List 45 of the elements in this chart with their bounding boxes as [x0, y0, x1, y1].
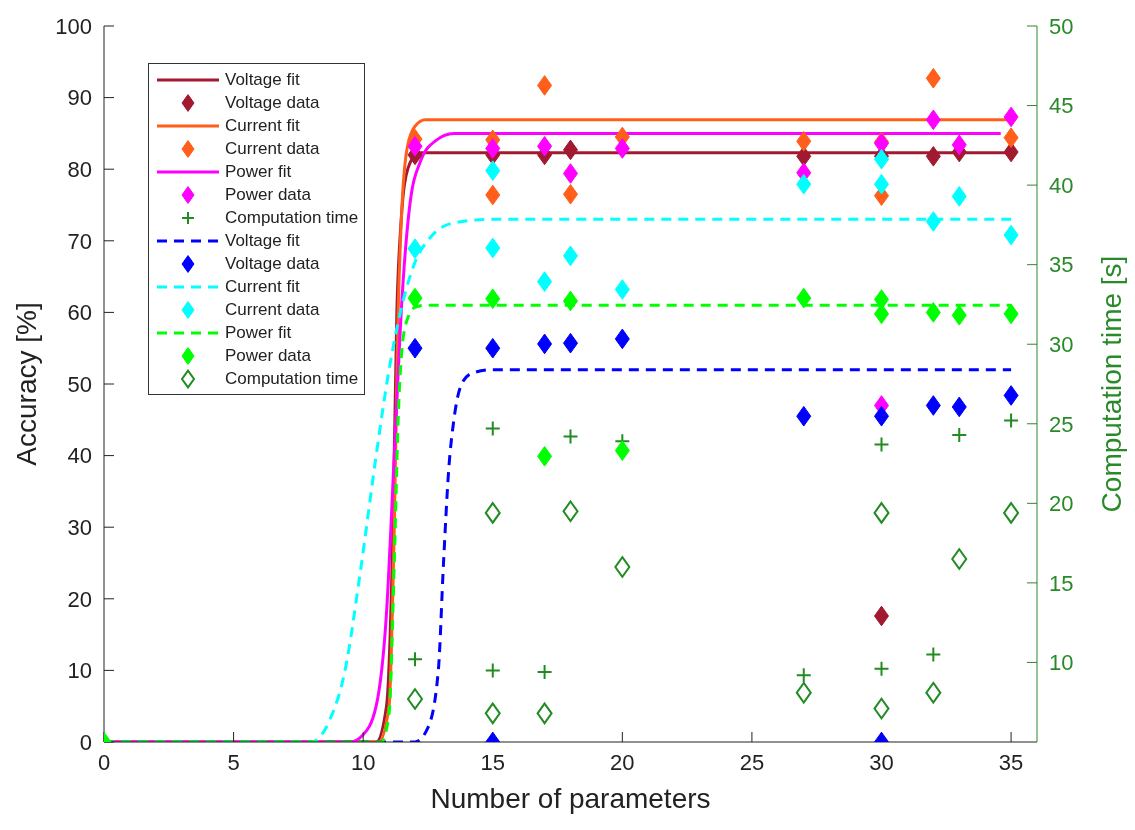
y-axis-title: Accuracy [%]: [10, 302, 42, 466]
y2-tick-label: 10: [1049, 650, 1074, 676]
legend-label: Voltage data: [225, 92, 320, 113]
y2-axis-title: Computation time [s]: [1095, 255, 1127, 513]
x-tick-label: 35: [998, 749, 1024, 775]
x-tick-label: 10: [350, 749, 376, 775]
y2-tick-label: 50: [1049, 13, 1074, 39]
x-tick-label: 30: [869, 749, 894, 775]
y-tick-label: 0: [79, 729, 92, 755]
legend-label: Voltage fit: [225, 230, 300, 251]
y-tick-label: 10: [67, 658, 92, 684]
legend-label: Computation time: [225, 207, 359, 228]
y2-tick-label: 45: [1049, 93, 1074, 119]
x-axis-title: Number of parameters: [430, 783, 711, 814]
y-tick-label: 50: [67, 371, 92, 397]
y-tick-label: 70: [67, 228, 92, 254]
x-tick-label: 25: [739, 749, 765, 775]
x-tick-label: 15: [480, 749, 505, 775]
legend-label: Current data: [225, 299, 320, 320]
legend-label: Voltage fit: [225, 69, 300, 90]
legend-label: Power data: [225, 345, 311, 366]
y-tick-label: 40: [67, 443, 92, 469]
legend-label: Power fit: [225, 322, 292, 343]
y2-tick-label: 20: [1049, 491, 1074, 517]
legend-label: Current fit: [225, 115, 300, 136]
y2-tick-label: 35: [1049, 252, 1074, 278]
x-tick-label: 0: [97, 749, 111, 775]
y-tick-label: 60: [67, 300, 92, 326]
legend-label: Current fit: [225, 276, 300, 297]
y-tick-label: 90: [67, 85, 92, 111]
y-tick-label: 30: [67, 515, 92, 541]
y2-tick-label: 25: [1049, 411, 1074, 437]
y2-tick-label: 40: [1049, 172, 1074, 198]
y-tick-label: 80: [67, 157, 92, 183]
y2-tick-label: 15: [1049, 570, 1074, 596]
legend-label: Power data: [225, 184, 311, 205]
y2-tick-label: 30: [1049, 332, 1074, 358]
legend-label: Power fit: [225, 161, 292, 182]
x-tick-label: 20: [610, 749, 635, 775]
legend-label: Current data: [225, 138, 320, 159]
y-tick-label: 20: [67, 586, 92, 612]
y-tick-label: 100: [55, 13, 92, 39]
legend-label: Voltage data: [225, 253, 320, 274]
legend-label: Computation time: [225, 368, 359, 389]
x-tick-label: 5: [227, 749, 240, 775]
